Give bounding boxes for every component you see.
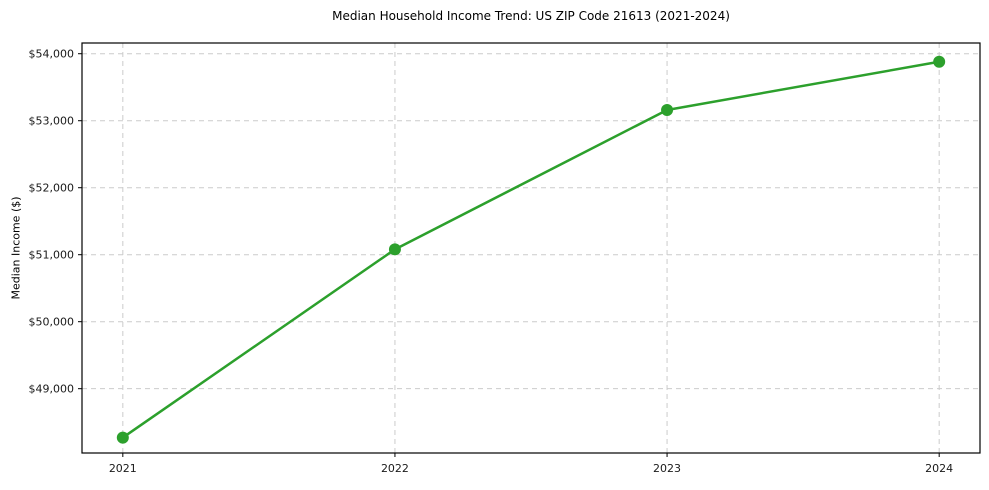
y-tick-label: $53,000 xyxy=(29,115,75,128)
trend-line xyxy=(121,60,941,439)
x-tick-label: 2024 xyxy=(925,462,953,475)
data-point-2022 xyxy=(388,243,401,256)
y-tick-label: $50,000 xyxy=(29,316,75,329)
y-tick-label: $49,000 xyxy=(29,383,75,396)
data-point-2024 xyxy=(933,55,946,68)
plot-border xyxy=(81,42,981,454)
chart-title: Median Household Income Trend: US ZIP Co… xyxy=(332,9,730,23)
data-point-2023 xyxy=(661,103,674,116)
data-point-2021 xyxy=(116,431,129,444)
y-tick-label: $54,000 xyxy=(29,48,75,61)
y-tick-label: $52,000 xyxy=(29,182,75,195)
x-tick-label: 2022 xyxy=(381,462,409,475)
y-tick-label: $51,000 xyxy=(29,249,75,262)
x-tick-label: 2023 xyxy=(653,462,681,475)
x-tick-label: 2021 xyxy=(109,462,137,475)
